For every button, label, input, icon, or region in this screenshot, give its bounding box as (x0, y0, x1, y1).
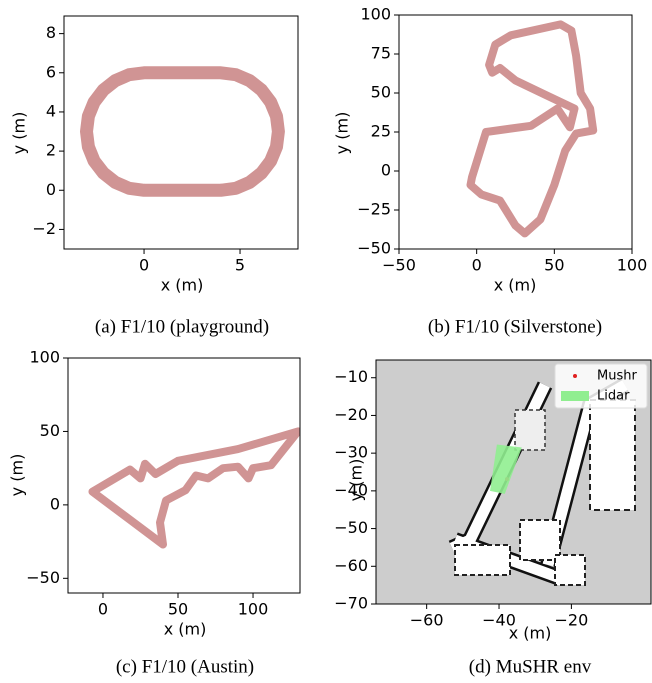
panel: −50 0 50 100 −50 −25 0 25 50 75 100 x (m) y (m) (b) F… (333, 5, 648, 338)
x-tick-label: −20 (555, 611, 589, 630)
panel: 0 50 100 −50 0 50 100 x (m) y (m) (c) F1/10 (Aust… (8, 348, 301, 678)
x-tick-label: 50 (544, 256, 564, 275)
x-tick-label: −50 (382, 256, 416, 275)
track-line (87, 73, 279, 191)
y-tick-label: −50 (357, 239, 391, 258)
x-axis-label: x (m) (494, 276, 537, 295)
y-tick-label: 4 (46, 101, 56, 120)
y-tick-label: 0 (50, 494, 60, 513)
x-tick-label: 100 (617, 256, 648, 275)
caption: (b) F1/10 (Silverstone) (428, 316, 602, 337)
caption: (d) MuSHR env (469, 656, 592, 677)
plot-area (93, 431, 299, 544)
y-tick-label: −25 (357, 200, 391, 219)
x-tick-label: 0 (98, 600, 108, 619)
axes-frame (68, 358, 300, 593)
y-tick-label: −60 (334, 556, 368, 575)
panel: 0 5 −2 0 2 4 6 8 x (m) y (m) (a) F1/10 (playground… (10, 16, 299, 337)
y-tick-label: 6 (46, 62, 56, 81)
plot-area (87, 73, 279, 191)
y-tick-label: 50 (371, 83, 391, 102)
y-tick-label: −10 (334, 367, 368, 386)
x-axis-label: x (m) (161, 276, 204, 295)
figure: 05−202468x (m)y (m)(a) F1/10 (playground… (0, 0, 652, 683)
legend-swatch (561, 391, 589, 401)
y-tick-label: −50 (26, 568, 60, 587)
y-tick-label: 2 (46, 141, 56, 160)
x-tick-label: 100 (238, 600, 269, 619)
x-tick-label: 50 (168, 600, 188, 619)
x-tick-label: 0 (472, 256, 482, 275)
axes-frame (399, 15, 632, 249)
y-axis-label: y (m) (333, 112, 352, 155)
legend-label: Lidar (597, 389, 630, 404)
y-axis-label: y (m) (10, 112, 29, 155)
axes-frame (64, 16, 298, 249)
y-tick-label: −50 (334, 518, 368, 537)
y-tick-label: −2 (32, 219, 56, 238)
y-tick-label: 50 (40, 421, 60, 440)
y-tick-label: 0 (46, 180, 56, 199)
track-line (93, 431, 299, 544)
y-tick-label: 100 (360, 5, 391, 24)
y-axis-label: y (m) (347, 459, 366, 502)
track-line (471, 24, 594, 233)
y-tick-label: 8 (46, 23, 56, 42)
x-axis-label: x (m) (509, 624, 552, 643)
caption: (c) F1/10 (Austin) (116, 656, 254, 677)
x-tick-label: 5 (235, 256, 245, 275)
x-tick-label: −60 (410, 611, 444, 630)
caption: (a) F1/10 (playground) (95, 316, 269, 337)
plot-area (471, 24, 594, 233)
x-tick-label: 0 (139, 256, 149, 275)
y-tick-label: 25 (371, 122, 391, 141)
x-axis-label: x (m) (164, 620, 207, 639)
y-axis-label: y (m) (8, 454, 27, 497)
y-tick-label: −20 (334, 405, 368, 424)
y-tick-label: 0 (381, 161, 391, 180)
legend-swatch (573, 374, 577, 378)
y-tick-label: 100 (29, 348, 60, 367)
legend-label: Mushr (597, 369, 637, 384)
y-tick-label: −70 (334, 594, 368, 613)
y-tick-label: 75 (371, 44, 391, 63)
